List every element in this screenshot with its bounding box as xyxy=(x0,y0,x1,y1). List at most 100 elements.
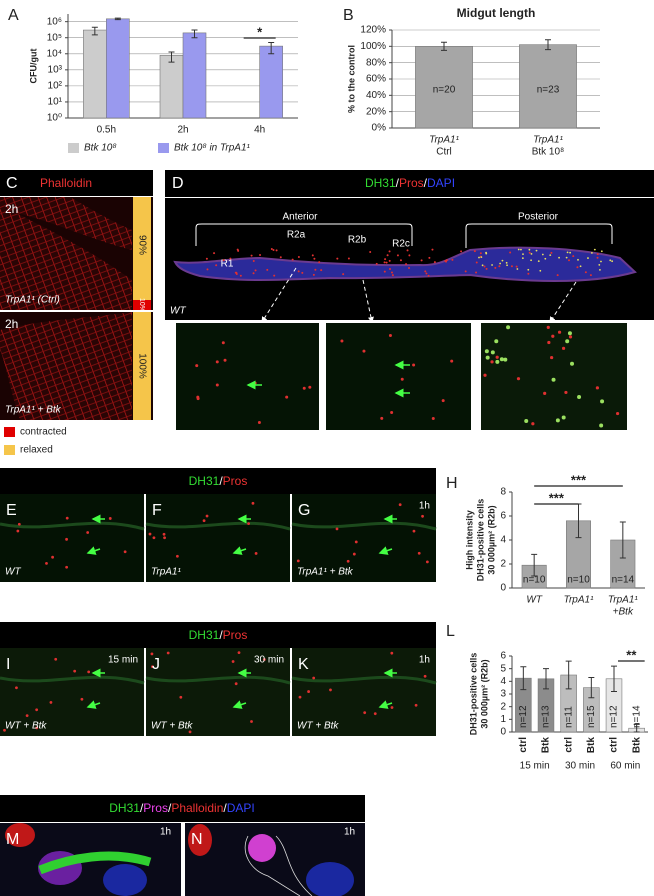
cell-dot xyxy=(505,261,508,264)
cell-dot xyxy=(352,552,356,556)
cell-dot xyxy=(596,253,599,256)
n-label: n=14 xyxy=(612,575,635,586)
y-axis-label: High intensity xyxy=(464,510,474,570)
time-label: 30 min xyxy=(254,655,284,666)
genotype-label: TrpA1¹ + Btk xyxy=(297,567,354,578)
stain-part: DAPI xyxy=(427,176,455,190)
cell-dot xyxy=(213,252,216,255)
bar xyxy=(259,45,283,119)
cell-dot xyxy=(296,559,300,563)
cell-dot xyxy=(499,262,502,265)
cell-dot xyxy=(80,697,84,701)
cell-dot xyxy=(510,265,513,268)
cell-dot xyxy=(329,688,332,692)
cell-dot xyxy=(266,268,269,271)
cell-dot xyxy=(291,258,294,261)
x-tick-label: 2h xyxy=(177,125,188,136)
x-tick-label: 4h xyxy=(254,125,265,136)
y-tick-label: 2 xyxy=(500,701,506,712)
error-bar xyxy=(441,41,447,51)
cell-dot xyxy=(298,695,302,699)
cell-dot xyxy=(481,264,484,267)
cell-dot xyxy=(73,669,77,673)
x-tick-label: TrpA1¹ xyxy=(608,595,638,606)
cell-dot xyxy=(215,360,219,364)
cell-dot xyxy=(399,259,402,262)
y-axis-label: CFU/gut xyxy=(28,49,38,84)
cell-dot xyxy=(386,254,389,257)
cell-dot xyxy=(491,264,493,266)
cell-dot xyxy=(340,339,344,343)
y-tick-label: 10³ xyxy=(48,64,63,75)
cell-dot xyxy=(555,418,560,423)
cell-dot xyxy=(515,265,518,268)
y-tick-label: 10⁵ xyxy=(47,32,62,43)
cell-dot xyxy=(148,532,152,536)
cell-dot xyxy=(196,395,200,399)
error-bar xyxy=(114,17,121,21)
cell xyxy=(5,823,35,847)
cell-dot xyxy=(222,259,225,262)
y-axis-label: 30 000µm² (R2b) xyxy=(479,659,489,728)
cell-dot xyxy=(484,349,489,354)
genotype-label: WT + Btk xyxy=(5,721,47,732)
cell-dot xyxy=(527,272,530,275)
cell-dot xyxy=(215,264,218,267)
n-label: n=12 xyxy=(518,705,529,728)
cell-dot xyxy=(408,254,411,257)
cell-dot xyxy=(412,529,416,533)
cell-dot xyxy=(483,265,486,268)
legend-label: Btk 10⁸ in TrpA1¹ xyxy=(174,143,251,154)
cell-dot xyxy=(65,565,69,569)
n-label: n=11 xyxy=(563,706,574,728)
cell-dot xyxy=(593,248,596,251)
micrograph-inset xyxy=(176,323,319,430)
micrograph xyxy=(146,648,290,736)
cell-dot xyxy=(408,266,411,269)
cell-dot xyxy=(524,418,529,423)
cell-dot xyxy=(480,256,483,259)
cell-dot xyxy=(445,259,448,262)
cell-dot xyxy=(150,652,154,656)
cell-arrow xyxy=(378,546,393,555)
percent-label: 100% xyxy=(136,353,147,379)
tissue-fiber xyxy=(145,521,291,531)
cell-dot xyxy=(312,676,316,680)
cell-dot xyxy=(490,350,495,355)
significance-label: * xyxy=(257,24,263,39)
x-tick-label: ctrl xyxy=(563,737,574,753)
cell xyxy=(188,824,212,856)
subregion-label: R1 xyxy=(221,259,234,270)
cell-dot xyxy=(564,390,568,395)
cell-dot xyxy=(369,250,372,253)
cell-dot xyxy=(425,560,429,564)
x-tick-label: Btk xyxy=(631,737,642,754)
time-label: 1h xyxy=(419,655,430,666)
micrograph xyxy=(0,494,144,582)
cell-dot xyxy=(451,258,454,261)
significance-label: *** xyxy=(549,490,565,505)
cell xyxy=(248,834,276,862)
time-label: 1h xyxy=(344,827,355,838)
cell-dot xyxy=(406,249,409,252)
cell-dot xyxy=(151,665,154,669)
x-tick-label: WT xyxy=(526,595,542,606)
zoom-arrow xyxy=(549,281,577,323)
cell-dot xyxy=(335,527,339,531)
cell-dot xyxy=(313,257,316,260)
region-label: Posterior xyxy=(518,212,559,223)
cell-dot xyxy=(163,536,166,540)
panel-letter: F xyxy=(152,502,162,519)
cell-dot xyxy=(412,363,416,367)
cell-dot xyxy=(495,355,499,359)
error-bar xyxy=(268,42,275,55)
genotype-label: WT xyxy=(170,306,186,317)
cell-dot xyxy=(420,259,423,262)
cell-dot xyxy=(541,253,544,256)
tissue-fiber xyxy=(0,675,145,685)
cell-dot xyxy=(609,259,612,262)
panel-header xyxy=(0,795,365,822)
cell-dot xyxy=(45,561,48,565)
cell-dot xyxy=(388,259,391,262)
y-tick-label: 6 xyxy=(500,651,506,662)
